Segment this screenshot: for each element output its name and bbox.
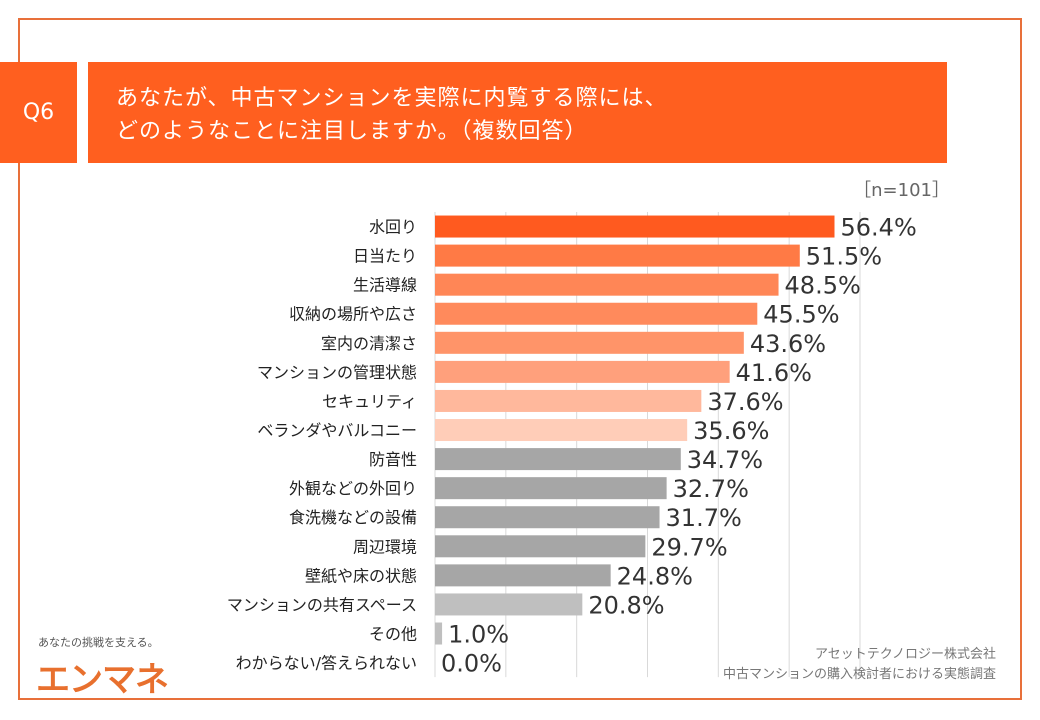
value-label: 32.7% bbox=[673, 475, 749, 503]
bar bbox=[435, 360, 730, 383]
bar bbox=[435, 302, 758, 325]
bar bbox=[435, 448, 681, 471]
value-label: 48.5% bbox=[785, 272, 861, 300]
value-label: 43.6% bbox=[750, 330, 826, 358]
question-title: あなたが、中古マンションを実際に内覧する際には、 どのようなことに注目しますか。… bbox=[88, 62, 947, 163]
bar bbox=[435, 244, 800, 267]
bar bbox=[435, 506, 660, 529]
bar bbox=[435, 535, 646, 558]
value-label: 31.7% bbox=[666, 504, 742, 532]
value-label: 35.6% bbox=[693, 417, 769, 445]
value-label: 56.4% bbox=[841, 214, 917, 242]
value-label: 51.5% bbox=[806, 243, 882, 271]
bar bbox=[435, 331, 744, 354]
source-line-1: アセットテクノロジー株式会社 bbox=[815, 647, 996, 662]
value-label: 20.8% bbox=[588, 591, 664, 619]
title-line-1: あなたが、中古マンションを実際に内覧する際には、 bbox=[116, 86, 668, 111]
title-line-2: どのようなことに注目しますか。（複数回答） bbox=[116, 119, 588, 144]
category-label: 水回り bbox=[369, 218, 417, 237]
bar bbox=[435, 622, 443, 645]
sample-size: ［n=101］ bbox=[853, 180, 950, 201]
value-label: 24.8% bbox=[617, 562, 693, 590]
bar bbox=[435, 477, 667, 500]
bar bbox=[435, 389, 702, 412]
category-label: 室内の清潔さ bbox=[321, 334, 417, 353]
value-label: 37.6% bbox=[707, 388, 783, 416]
category-label: セキュリティ bbox=[322, 392, 417, 411]
category-label: 食洗機などの設備 bbox=[289, 508, 417, 527]
category-label: マンションの共有スペース bbox=[227, 595, 417, 614]
bar bbox=[435, 215, 835, 238]
value-label: 0.0% bbox=[441, 650, 502, 678]
bar bbox=[435, 564, 611, 587]
value-label: 41.6% bbox=[736, 359, 812, 387]
category-label: その他 bbox=[369, 625, 417, 644]
bar bbox=[435, 273, 779, 296]
category-label: 生活導線 bbox=[353, 276, 417, 295]
bar bbox=[435, 419, 688, 442]
chart-frame bbox=[18, 18, 1022, 700]
source: アセットテクノロジー株式会社 中古マンションの購入検討者における実態調査 bbox=[723, 645, 996, 685]
value-label: 45.5% bbox=[763, 301, 839, 329]
question-number: Q6 bbox=[0, 62, 77, 163]
bar bbox=[435, 593, 583, 616]
category-label: 周辺環境 bbox=[353, 537, 417, 556]
value-label: 29.7% bbox=[651, 533, 727, 561]
category-label: 防音性 bbox=[369, 450, 417, 469]
category-label: ベランダやバルコニー bbox=[257, 421, 417, 440]
value-label: 34.7% bbox=[687, 446, 763, 474]
logo: エンマネ bbox=[36, 660, 169, 700]
value-label: 1.0% bbox=[448, 621, 509, 649]
category-label: 壁紙や床の状態 bbox=[305, 566, 417, 585]
source-line-2: 中古マンションの購入検討者における実態調査 bbox=[722, 667, 996, 682]
category-label: 収納の場所や広さ bbox=[289, 305, 417, 324]
logo-tagline: あなたの挑戦を支える。 bbox=[38, 636, 159, 649]
category-label: 日当たり bbox=[353, 247, 417, 266]
category-label: わからない/答えられない bbox=[236, 654, 417, 673]
category-label: 外観などの外回り bbox=[289, 479, 417, 498]
category-label: マンションの管理状態 bbox=[257, 363, 417, 382]
